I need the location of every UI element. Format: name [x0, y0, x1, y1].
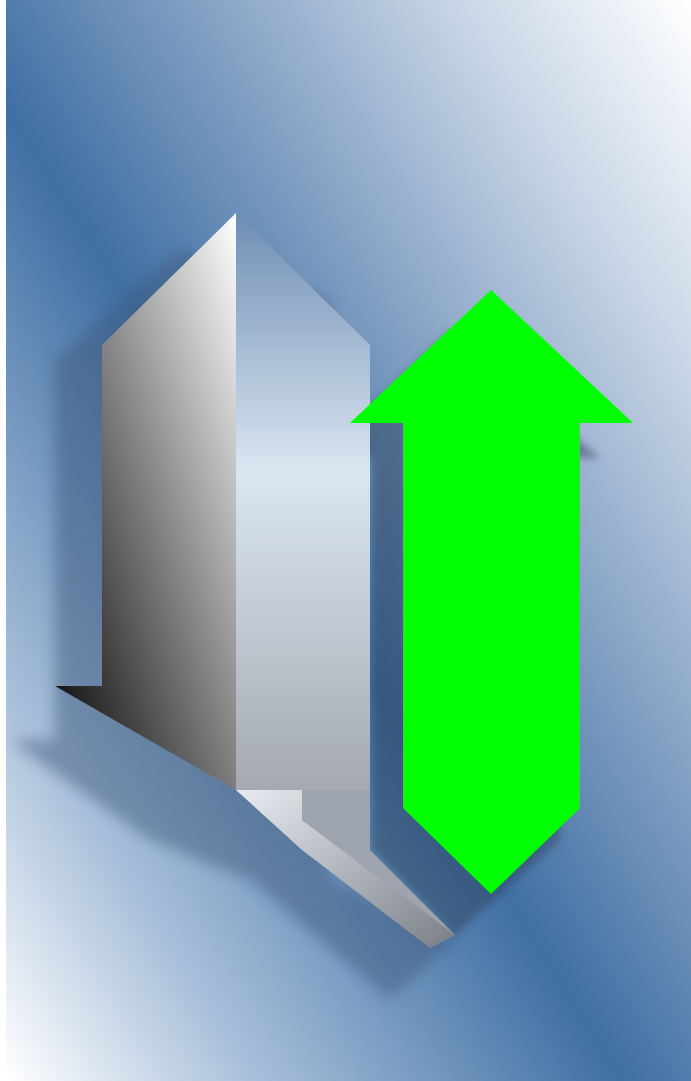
gray-down-arrow-icon	[55, 213, 455, 948]
down-arrow-foot-face	[302, 790, 455, 935]
down-arrow-front-face	[55, 213, 236, 790]
green-up-arrow-icon	[350, 290, 633, 894]
down-arrow-bottom-face	[236, 790, 455, 948]
down-arrow-side-face	[236, 213, 370, 790]
